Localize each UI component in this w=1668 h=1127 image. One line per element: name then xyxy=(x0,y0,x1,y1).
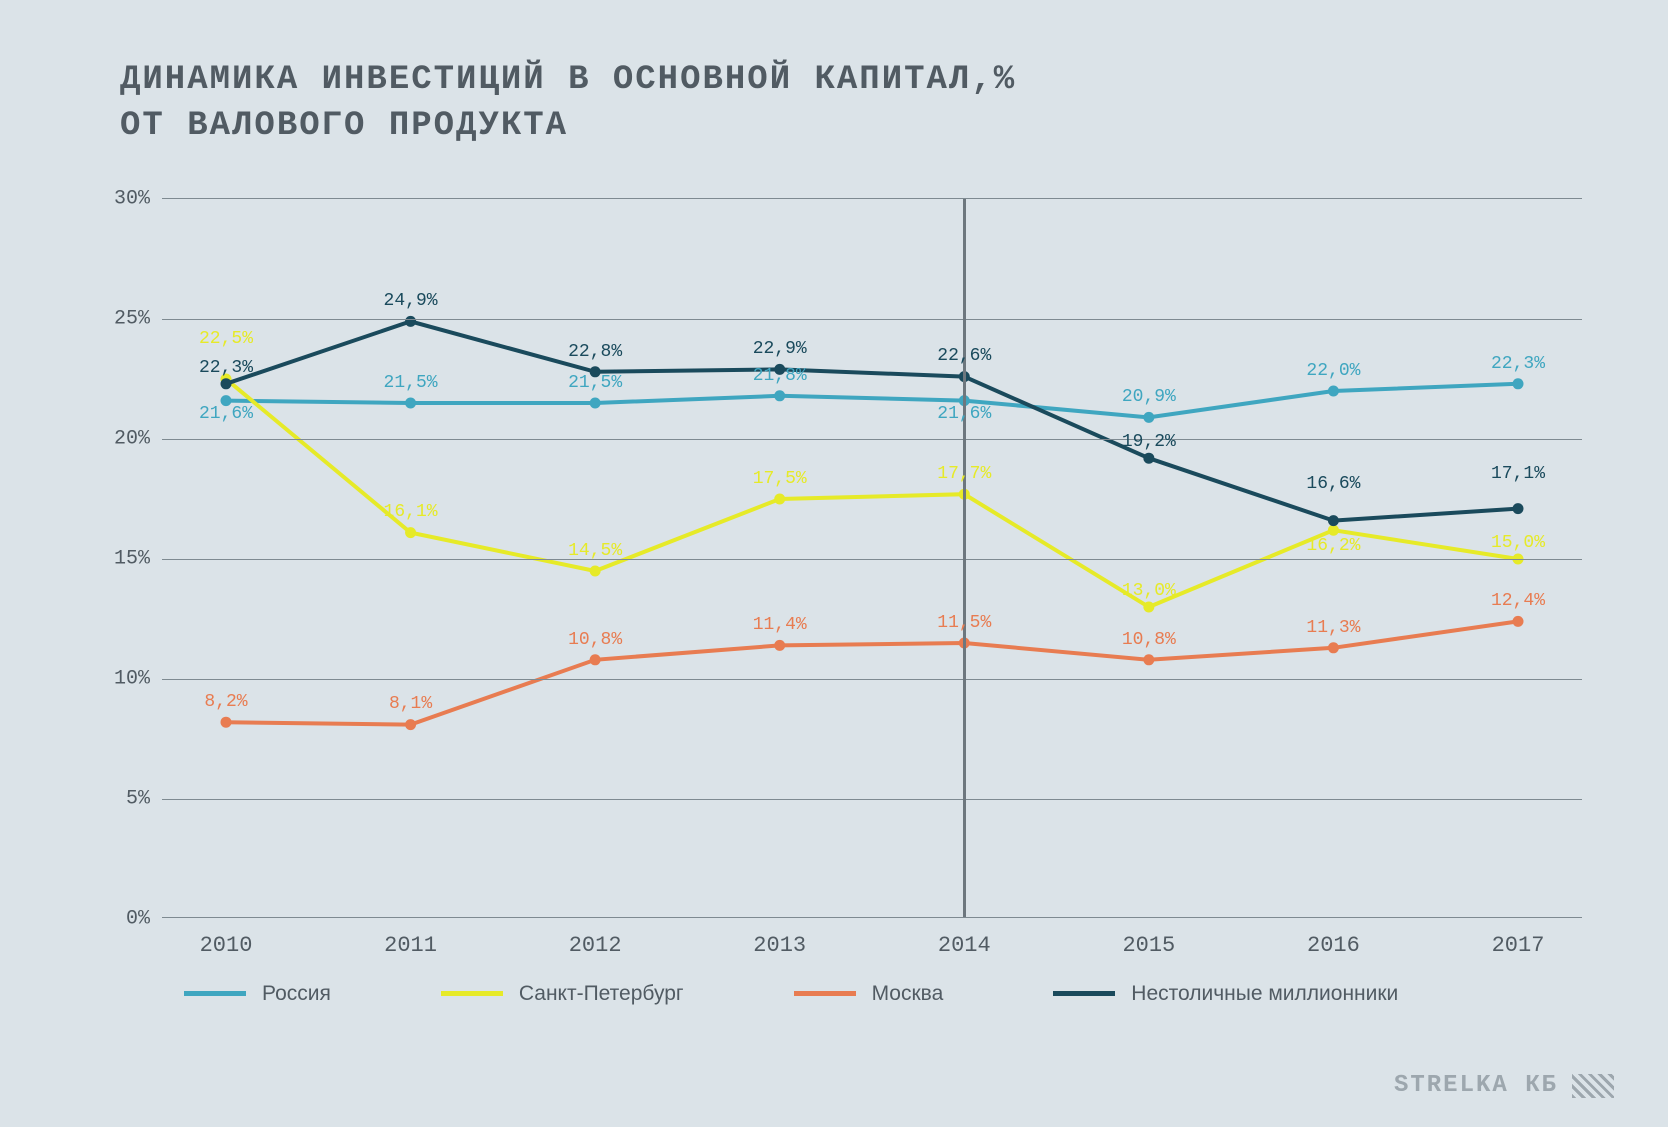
y-axis-label: 15% xyxy=(114,547,150,570)
datalabel-spb: 17,5% xyxy=(753,469,807,489)
chart-lines xyxy=(162,199,1582,917)
x-axis-label: 2017 xyxy=(1492,933,1545,958)
legend-swatch xyxy=(184,991,246,996)
gridline xyxy=(162,439,1582,440)
marker-russia xyxy=(1328,385,1339,396)
marker-moscow xyxy=(1143,654,1154,665)
legend-item-moscow: Москва xyxy=(794,982,944,1006)
x-axis-label: 2010 xyxy=(200,933,253,958)
datalabel-noncapital: 17,1% xyxy=(1491,464,1545,484)
marker-spb xyxy=(774,493,785,504)
datalabel-spb: 16,1% xyxy=(384,502,438,522)
datalabel-noncapital: 22,6% xyxy=(937,346,991,366)
gridline xyxy=(162,679,1582,680)
x-axis-label: 2013 xyxy=(753,933,806,958)
datalabel-moscow: 8,1% xyxy=(389,694,432,714)
datalabel-russia: 21,6% xyxy=(199,404,253,424)
marker-spb xyxy=(1143,601,1154,612)
x-axis-label: 2012 xyxy=(569,933,622,958)
legend-label: Россия xyxy=(262,982,331,1006)
marker-moscow xyxy=(1328,642,1339,653)
datalabel-spb: 16,2% xyxy=(1306,536,1360,556)
y-axis-label: 30% xyxy=(114,187,150,210)
x-axis-label: 2016 xyxy=(1307,933,1360,958)
legend-label: Москва xyxy=(872,982,944,1006)
marker-spb xyxy=(590,565,601,576)
datalabel-noncapital: 22,8% xyxy=(568,342,622,362)
datalabel-noncapital: 22,9% xyxy=(753,339,807,359)
datalabel-moscow: 10,8% xyxy=(1122,630,1176,650)
marker-noncapital xyxy=(221,378,232,389)
legend-item-spb: Санкт-Петербург xyxy=(441,982,684,1006)
datalabel-moscow: 11,5% xyxy=(937,613,991,633)
attribution: STRELKA КБ xyxy=(1394,1072,1614,1099)
y-axis-label: 5% xyxy=(126,787,150,810)
x-axis-label: 2014 xyxy=(938,933,991,958)
datalabel-moscow: 11,4% xyxy=(753,615,807,635)
legend-label: Санкт-Петербург xyxy=(519,982,684,1006)
marker-noncapital xyxy=(1328,515,1339,526)
marker-russia xyxy=(774,390,785,401)
marker-noncapital xyxy=(405,316,416,327)
attribution-text: STRELKA КБ xyxy=(1394,1072,1558,1099)
datalabel-moscow: 10,8% xyxy=(568,630,622,650)
marker-spb xyxy=(1328,524,1339,535)
datalabel-moscow: 8,2% xyxy=(204,692,247,712)
datalabel-spb: 13,0% xyxy=(1122,581,1176,601)
marker-noncapital xyxy=(1143,452,1154,463)
x-axis-label: 2011 xyxy=(384,933,437,958)
legend-label: Нестоличные миллионники xyxy=(1131,982,1398,1006)
marker-noncapital xyxy=(1513,503,1524,514)
datalabel-russia: 21,5% xyxy=(568,373,622,393)
datalabel-noncapital: 16,6% xyxy=(1306,474,1360,494)
x-axis-label: 2015 xyxy=(1122,933,1175,958)
y-axis-label: 10% xyxy=(114,667,150,690)
y-axis-label: 20% xyxy=(114,427,150,450)
legend-swatch xyxy=(794,991,856,996)
marker-spb xyxy=(405,527,416,538)
datalabel-noncapital: 19,2% xyxy=(1122,432,1176,452)
datalabel-russia: 21,6% xyxy=(937,404,991,424)
datalabel-spb: 22,5% xyxy=(199,329,253,349)
marker-russia xyxy=(590,397,601,408)
datalabel-noncapital: 24,9% xyxy=(384,291,438,311)
chart: 0%5%10%15%20%25%30%201020112012201320142… xyxy=(120,198,1582,1006)
title-line-2: ОТ ВАЛОВОГО ПРОДУКТА xyxy=(120,107,568,145)
datalabel-russia: 22,3% xyxy=(1491,354,1545,374)
y-axis-label: 25% xyxy=(114,307,150,330)
datalabel-noncapital: 22,3% xyxy=(199,358,253,378)
legend: Россия Санкт-Петербург Москва Нестоличные м… xyxy=(184,982,1582,1006)
datalabel-russia: 21,5% xyxy=(384,373,438,393)
marker-moscow xyxy=(1513,616,1524,627)
chart-title: ДИНАМИКА ИНВЕСТИЦИЙ В ОСНОВНОЙ КАПИТАЛ,%… xyxy=(120,58,1582,150)
marker-russia xyxy=(405,397,416,408)
gridline xyxy=(162,799,1582,800)
marker-moscow xyxy=(221,716,232,727)
marker-russia xyxy=(1513,378,1524,389)
marker-moscow xyxy=(774,640,785,651)
datalabel-russia: 21,8% xyxy=(753,366,807,386)
gridline xyxy=(162,559,1582,560)
legend-item-russia: Россия xyxy=(184,982,331,1006)
y-axis-label: 0% xyxy=(126,907,150,930)
reference-vline xyxy=(963,199,966,917)
hatch-icon xyxy=(1572,1074,1614,1098)
title-line-1: ДИНАМИКА ИНВЕСТИЦИЙ В ОСНОВНОЙ КАПИТАЛ,% xyxy=(120,61,1016,99)
datalabel-spb: 17,7% xyxy=(937,464,991,484)
datalabel-moscow: 12,4% xyxy=(1491,591,1545,611)
legend-item-noncapital: Нестоличные миллионники xyxy=(1053,982,1398,1006)
legend-swatch xyxy=(441,991,503,996)
datalabel-russia: 22,0% xyxy=(1306,361,1360,381)
datalabel-spb: 15,0% xyxy=(1491,533,1545,553)
legend-swatch xyxy=(1053,991,1115,996)
datalabel-spb: 14,5% xyxy=(568,541,622,561)
marker-moscow xyxy=(590,654,601,665)
datalabel-russia: 20,9% xyxy=(1122,387,1176,407)
marker-russia xyxy=(1143,412,1154,423)
gridline xyxy=(162,319,1582,320)
plot-area: 0%5%10%15%20%25%30%201020112012201320142… xyxy=(162,198,1582,918)
datalabel-moscow: 11,3% xyxy=(1306,618,1360,638)
marker-moscow xyxy=(405,719,416,730)
